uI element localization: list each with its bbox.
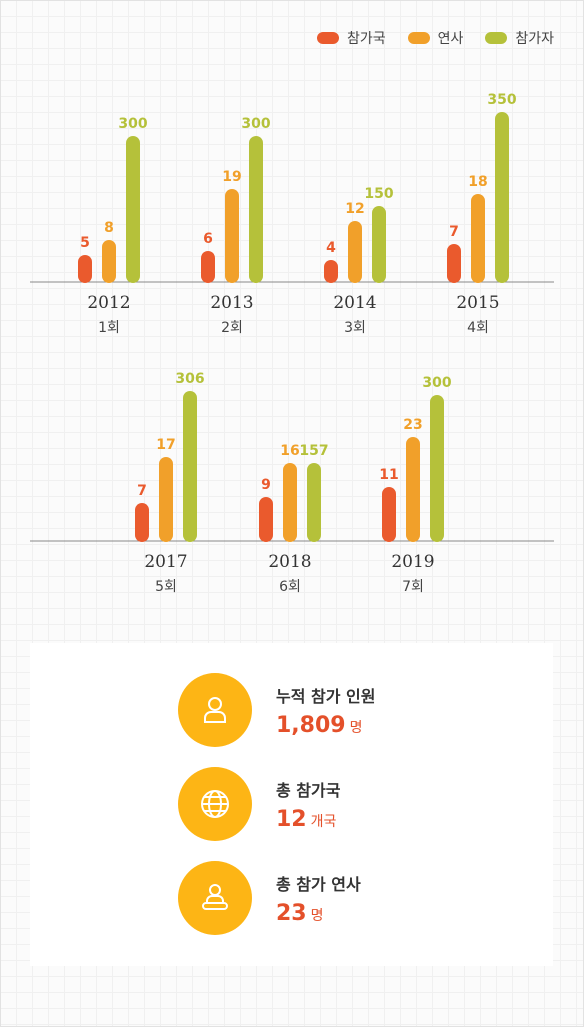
legend-item-participants: 참가자 — [485, 28, 554, 48]
bar-countries-2014 — [324, 260, 338, 283]
x-tick-year: 2019 — [391, 552, 434, 572]
bar-speakers-2014 — [348, 221, 362, 283]
data-label-speakers-2014: 12 — [345, 201, 364, 217]
stats-panel: 누적 참가 인원 1,809 명 총 참가국 12 개국 — [30, 643, 553, 966]
x-tick-edition: 1회 — [98, 320, 120, 336]
data-label-participants-2019: 300 — [422, 375, 451, 391]
data-label-speakers-2012: 8 — [104, 220, 114, 236]
data-label-countries-2019: 11 — [379, 467, 398, 483]
bar-participants-2012 — [126, 136, 140, 283]
bar-speakers-2019 — [406, 437, 420, 542]
data-label-countries-2018: 9 — [261, 477, 271, 493]
bar-speakers-2018 — [283, 463, 297, 542]
x-tick-year: 2012 — [87, 293, 130, 313]
data-label-speakers-2017: 17 — [156, 437, 175, 453]
data-label-countries-2013: 6 — [203, 231, 213, 247]
legend-item-countries: 참가국 — [316, 28, 386, 48]
stat-total-countries: 총 참가국 12 개국 — [178, 767, 340, 841]
bar-participants-2013 — [249, 136, 263, 283]
bar-speakers-2013 — [225, 189, 239, 283]
data-label-speakers-2013: 19 — [222, 169, 241, 185]
x-tick-edition: 7회 — [402, 579, 424, 595]
bar-countries-2012 — [78, 255, 92, 283]
legend-label-countries: 참가국 — [346, 31, 386, 47]
stat-label: 누적 참가 인원 — [276, 686, 376, 706]
bar-participants-2014 — [372, 206, 386, 283]
stat-unit: 명 — [310, 907, 324, 924]
data-label-participants-2018: 157 — [299, 443, 328, 459]
stat-unit: 명 — [349, 719, 363, 736]
bar-participants-2019 — [430, 395, 444, 542]
bar-participants-2015 — [495, 112, 509, 283]
legend-swatch-countries — [316, 32, 339, 44]
chart-legend: 참가국 연사 참가자 — [316, 28, 554, 48]
stat-total-speakers: 총 참가 연사 23 명 — [178, 861, 361, 935]
bar-participants-2018 — [307, 463, 321, 542]
bar-participants-2017 — [183, 391, 197, 542]
data-label-speakers-2018: 16 — [280, 443, 299, 459]
data-label-countries-2014: 4 — [326, 240, 336, 256]
legend-item-speakers: 연사 — [407, 28, 464, 48]
data-label-speakers-2015: 18 — [468, 174, 487, 190]
x-tick-edition: 2회 — [221, 320, 243, 336]
x-tick-year: 2018 — [268, 552, 311, 572]
x-tick-year: 2015 — [456, 293, 499, 313]
x-tick-edition: 4회 — [467, 320, 489, 336]
data-label-speakers-2019: 23 — [403, 417, 422, 433]
data-label-participants-2013: 300 — [241, 116, 270, 132]
data-label-participants-2012: 300 — [118, 116, 147, 132]
x-tick-edition: 3회 — [344, 320, 366, 336]
data-label-countries-2015: 7 — [449, 224, 459, 240]
x-tick-year: 2013 — [210, 293, 253, 313]
data-label-countries-2012: 5 — [80, 235, 90, 251]
stat-value: 12 — [276, 806, 307, 832]
stat-unit: 개국 — [310, 813, 337, 830]
legend-swatch-participants — [485, 32, 508, 44]
data-label-participants-2017: 306 — [175, 371, 204, 387]
stat-label: 총 참가국 — [276, 780, 341, 800]
legend-label-participants: 참가자 — [515, 31, 554, 47]
globe-icon — [178, 767, 252, 841]
person-icon — [178, 673, 252, 747]
bar-speakers-2015 — [471, 194, 485, 283]
speaker-icon — [178, 861, 252, 935]
x-tick-edition: 6회 — [279, 579, 301, 595]
bar-countries-2013 — [201, 251, 215, 283]
bar-countries-2019 — [382, 487, 396, 542]
legend-label-speakers: 연사 — [437, 31, 464, 47]
legend-swatch-speakers — [407, 32, 430, 44]
x-tick-year: 2014 — [333, 293, 376, 313]
bar-speakers-2017 — [159, 457, 173, 542]
bar-speakers-2012 — [102, 240, 116, 283]
stat-value: 1,809 — [276, 712, 346, 738]
bar-countries-2018 — [259, 497, 273, 542]
bar-countries-2015 — [447, 244, 461, 283]
x-tick-year: 2017 — [144, 552, 187, 572]
data-label-countries-2017: 7 — [137, 483, 147, 499]
stat-value: 23 — [276, 900, 307, 926]
data-label-participants-2015: 350 — [487, 92, 516, 108]
bar-countries-2017 — [135, 503, 149, 542]
x-tick-edition: 5회 — [155, 579, 177, 595]
data-label-participants-2014: 150 — [364, 186, 393, 202]
stat-total-attendees: 누적 참가 인원 1,809 명 — [178, 673, 375, 747]
stat-label: 총 참가 연사 — [276, 874, 361, 894]
